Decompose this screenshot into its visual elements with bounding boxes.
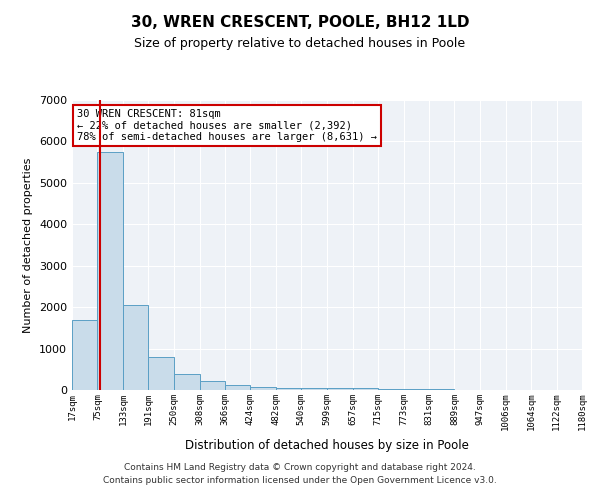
Bar xyxy=(72,320,97,390)
Bar xyxy=(327,388,353,390)
Text: 30 WREN CRESCENT: 81sqm
← 22% of detached houses are smaller (2,392)
78% of semi: 30 WREN CRESCENT: 81sqm ← 22% of detache… xyxy=(77,108,377,142)
Bar xyxy=(404,389,429,390)
Bar xyxy=(301,388,327,390)
Bar xyxy=(200,382,225,390)
Bar xyxy=(353,388,378,390)
Y-axis label: Number of detached properties: Number of detached properties xyxy=(23,158,34,332)
Bar xyxy=(148,357,174,390)
Bar xyxy=(174,374,200,390)
Bar xyxy=(123,305,148,390)
Text: Contains HM Land Registry data © Crown copyright and database right 2024.
Contai: Contains HM Land Registry data © Crown c… xyxy=(103,464,497,485)
Text: Size of property relative to detached houses in Poole: Size of property relative to detached ho… xyxy=(134,38,466,51)
Bar xyxy=(250,386,276,390)
Bar xyxy=(276,388,301,390)
Text: 30, WREN CRESCENT, POOLE, BH12 1LD: 30, WREN CRESCENT, POOLE, BH12 1LD xyxy=(131,15,469,30)
X-axis label: Distribution of detached houses by size in Poole: Distribution of detached houses by size … xyxy=(185,438,469,452)
Bar xyxy=(225,384,250,390)
Bar xyxy=(378,389,404,390)
Bar xyxy=(97,152,123,390)
